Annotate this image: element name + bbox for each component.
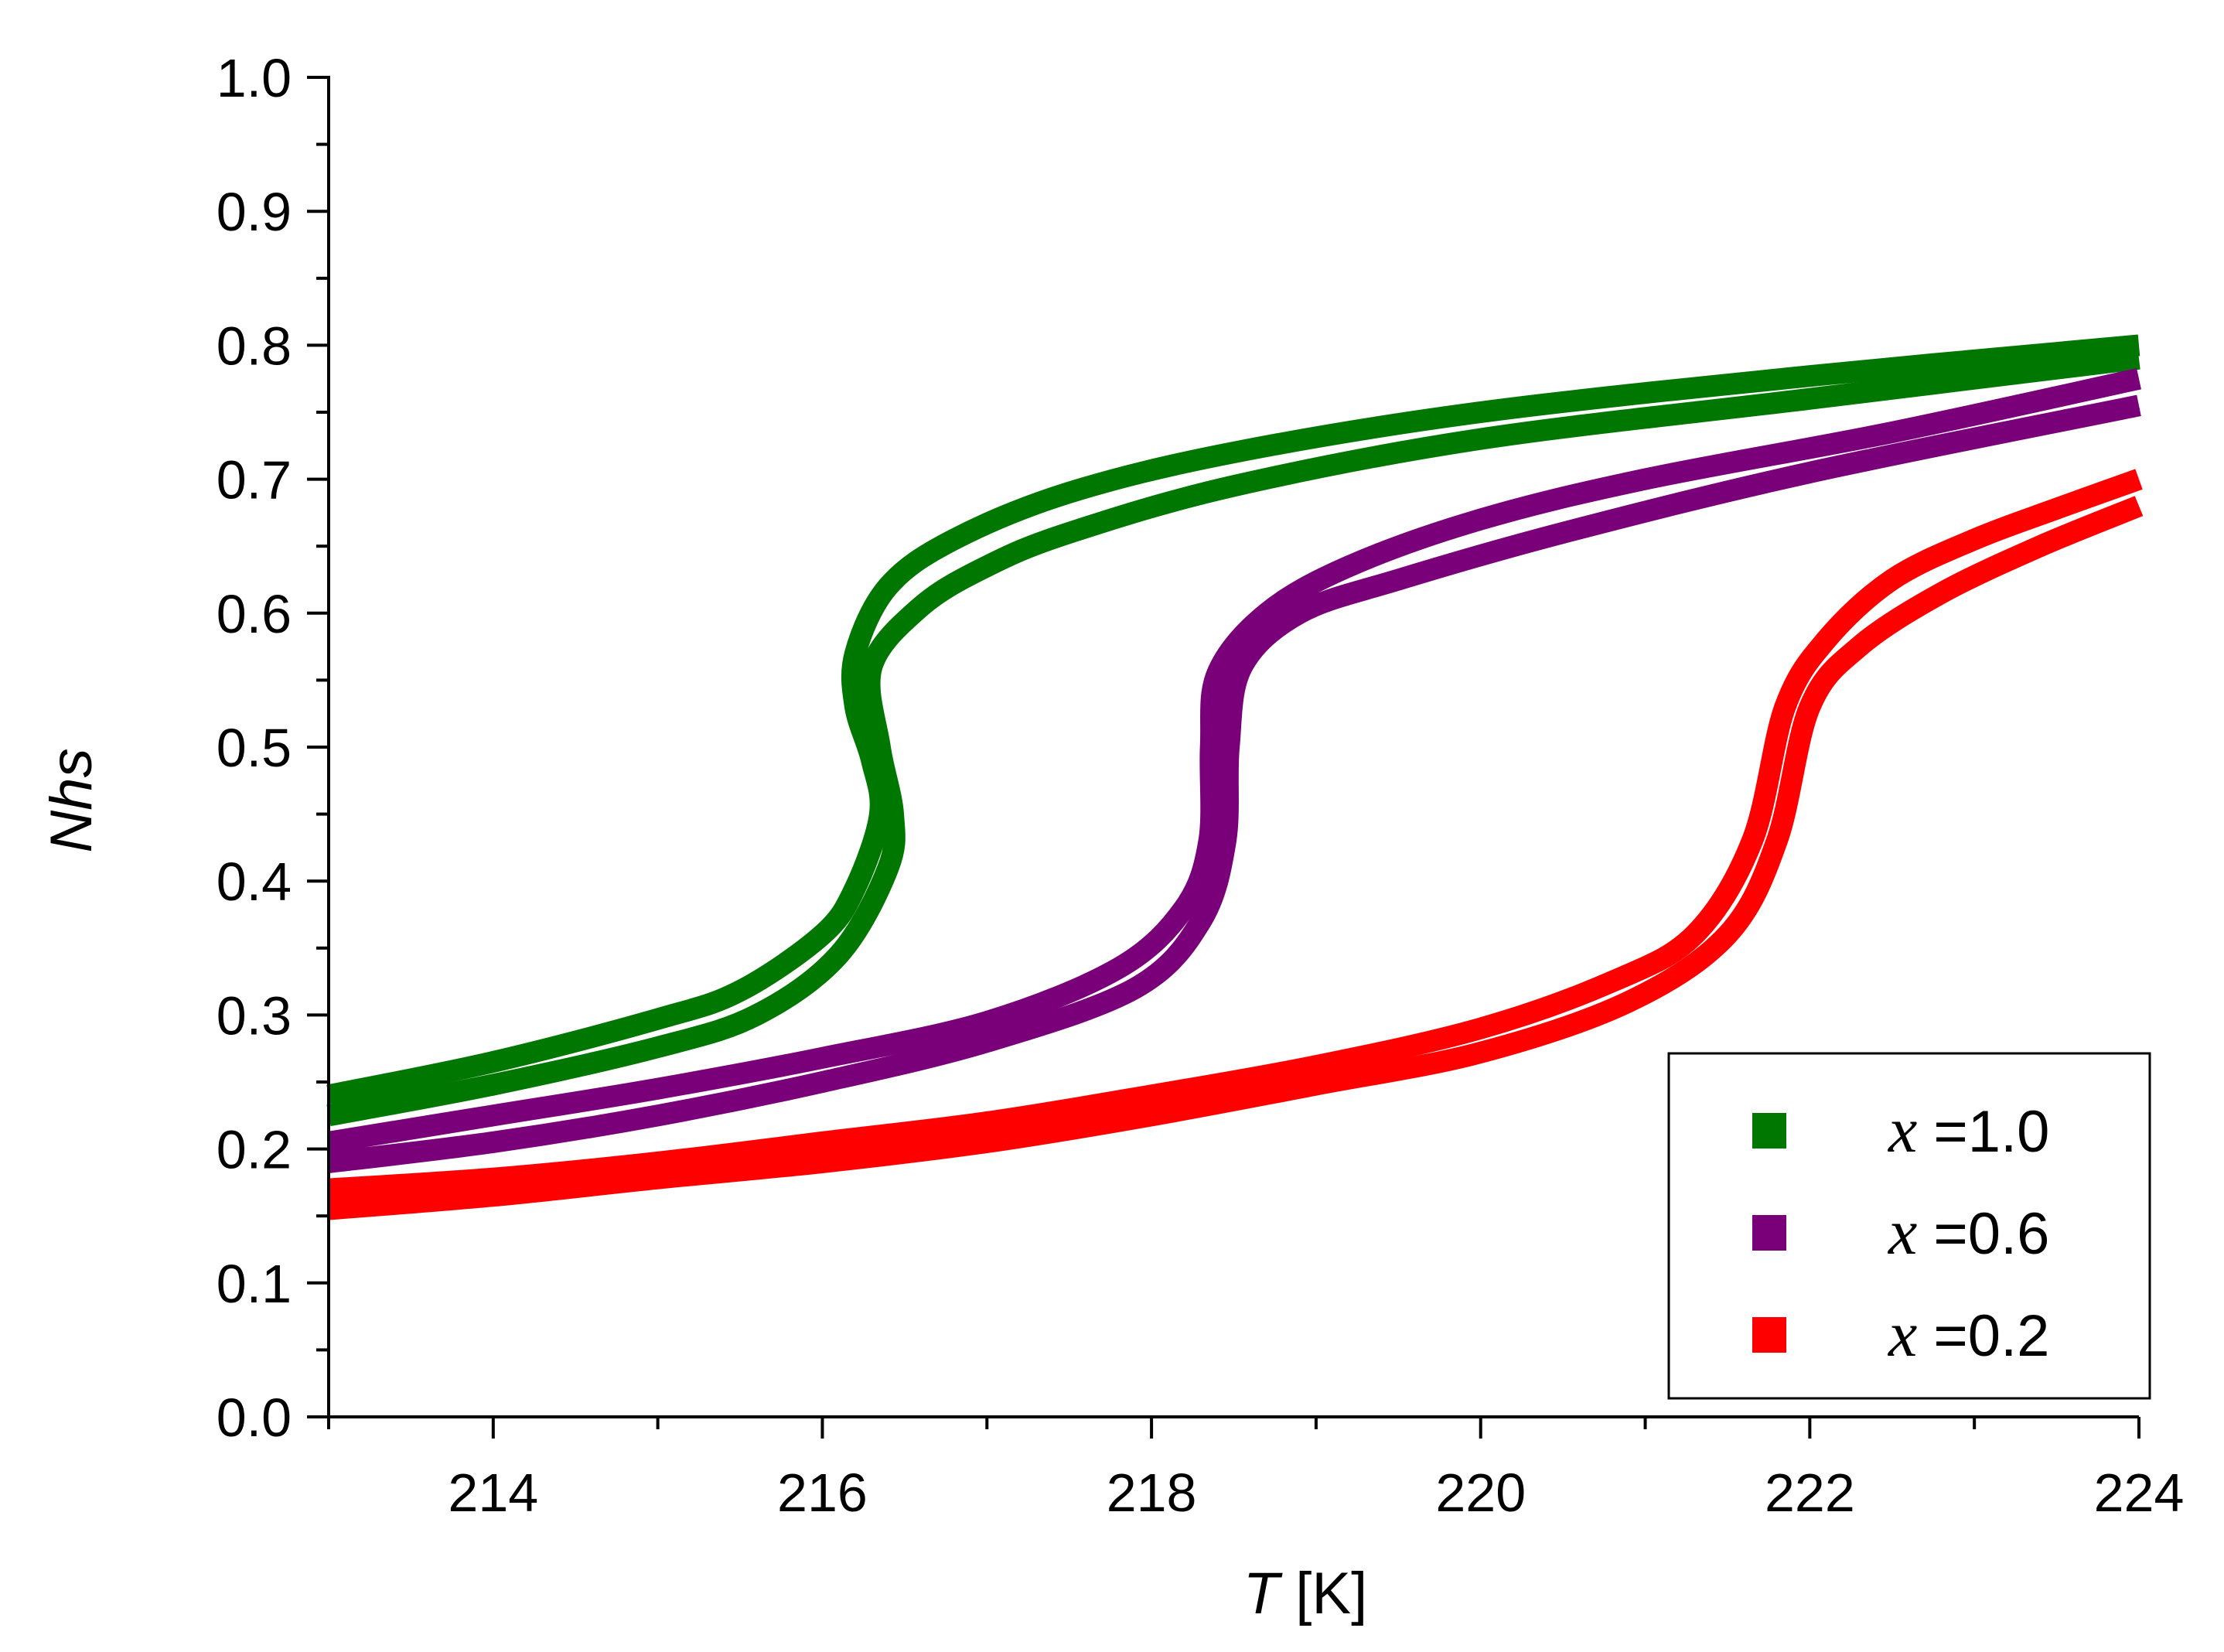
x-tick-label: 218 — [1107, 1463, 1197, 1523]
y-tick-label: 0.6 — [217, 584, 292, 644]
y-tick-label: 0.2 — [217, 1120, 292, 1180]
y-tick-label: 1.0 — [217, 48, 292, 108]
y-tick-label: 0.7 — [217, 450, 292, 510]
x-axis-title-unit: [K] — [1279, 1561, 1367, 1626]
series-line-upper — [326, 368, 2141, 1153]
y-tick-label: 0.1 — [217, 1254, 292, 1314]
legend-item: x =0.6 — [1752, 1196, 2049, 1268]
legend-item: x =0.2 — [1752, 1299, 2049, 1370]
legend-box — [1667, 1052, 2151, 1400]
legend-swatch — [1752, 1113, 1786, 1149]
legend-label-value: =1.0 — [1917, 1099, 2049, 1165]
legend-label-value: =0.6 — [1917, 1201, 2049, 1267]
x-tick-label: 220 — [1435, 1463, 1526, 1523]
x-tick-label: 214 — [448, 1463, 538, 1523]
x-tick-label: 224 — [2094, 1463, 2185, 1523]
x-tick-label: 222 — [1765, 1463, 1855, 1523]
series-line-lower — [326, 347, 2140, 1127]
x-axis-title: T [K] — [1243, 1561, 1367, 1626]
series-x-2 — [327, 469, 2144, 1220]
legend-label-var: x — [1887, 1094, 1917, 1166]
legend-swatch — [1752, 1215, 1786, 1251]
tick-marks — [307, 76, 2140, 1439]
x-tick-label: 216 — [777, 1463, 868, 1523]
tick-labels: 0.0 0.1 0.2 0.3 0.4 0.5 0.6 0.7 0.8 0.9 1.0 214 216 2… — [217, 48, 2185, 1523]
y-tick-label: 0.9 — [217, 182, 292, 242]
y-tick-label: 0.4 — [217, 852, 292, 912]
legend-label-var: x — [1887, 1299, 1917, 1370]
legend-swatch — [1752, 1317, 1786, 1353]
y-axis-title: Nhs — [39, 748, 104, 852]
series-x-0 — [326, 334, 2140, 1127]
legend-label-var: x — [1887, 1196, 1917, 1268]
legend-label: x =0.6 — [1887, 1196, 2049, 1268]
series-line-lower — [327, 496, 2144, 1220]
y-tick-label: 0.8 — [217, 316, 292, 376]
series-line-upper — [326, 334, 2140, 1107]
series-layer — [326, 334, 2144, 1220]
legend: x =1.0x =0.6x =0.2 — [1667, 1052, 2151, 1400]
y-tick-label: 0.5 — [217, 718, 292, 778]
y-tick-label: 0.0 — [217, 1387, 292, 1448]
legend-item: x =1.0 — [1752, 1094, 2049, 1166]
x-axis-title-var: T — [1243, 1561, 1283, 1626]
series-x-1 — [326, 368, 2141, 1173]
legend-label-value: =0.2 — [1917, 1303, 2049, 1369]
y-tick-label: 0.3 — [217, 985, 292, 1046]
series-line-lower — [327, 394, 2141, 1173]
series-line-upper — [328, 469, 2143, 1200]
legend-label: x =0.2 — [1887, 1299, 2049, 1370]
legend-label: x =1.0 — [1887, 1094, 2049, 1166]
